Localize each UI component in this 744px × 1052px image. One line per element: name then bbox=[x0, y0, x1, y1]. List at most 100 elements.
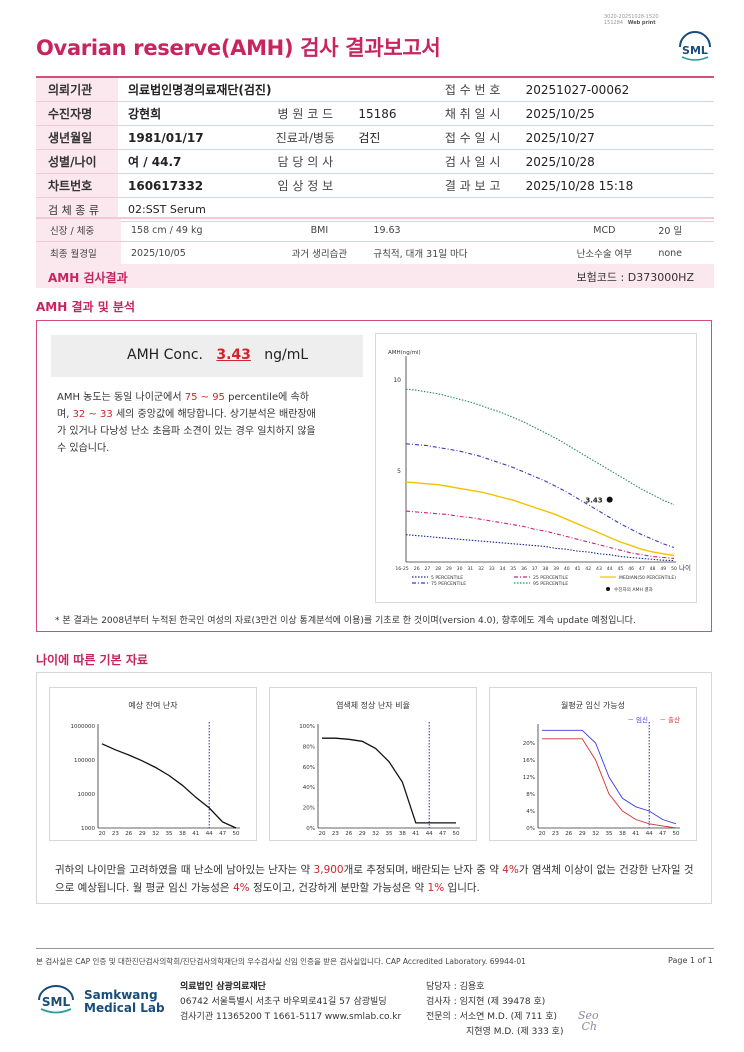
value-menstrual-history: 규칙적, 대개 31일 마다 bbox=[363, 241, 562, 265]
y-tick-label: 100% bbox=[299, 724, 315, 730]
y-tick-label: 0% bbox=[306, 826, 315, 832]
value-clinical-info bbox=[348, 173, 430, 198]
x-tick-label: 27 bbox=[425, 566, 431, 572]
legend-patient-label: 수진자의 AMH 결과 bbox=[614, 586, 654, 593]
lab-address: 의료법인 삼광의료재단 06742 서울특별시 서초구 바우뫼로41길 57 삼… bbox=[180, 982, 402, 1022]
x-tick-label: 26 bbox=[345, 831, 352, 837]
x-tick-label: 29 bbox=[139, 831, 146, 837]
x-tick-label: 45 bbox=[617, 566, 623, 572]
birth-pct: 1% bbox=[427, 882, 445, 894]
insurance-code: 보험코드 : D373000HZ bbox=[576, 271, 694, 284]
normal-egg-ratio-chart: 염색체 정상 난자 비율 100% 80% 60% 40% 20% 0% 20 23 26 29 32… bbox=[269, 687, 477, 841]
amh-conc-unit: ng/mL bbox=[264, 347, 309, 363]
x-tick-label: 46 bbox=[628, 566, 634, 572]
label-sex-age: 성별/나이 bbox=[36, 149, 118, 174]
report-meta: 3020-20251028-1520 151284 Web print bbox=[604, 14, 659, 26]
cap-accreditation: 본 검사실은 CAP 인증 및 대한진단검사의학회/진단검사의학재단의 우수검사… bbox=[36, 957, 526, 966]
signature: Seo Ch bbox=[578, 1009, 599, 1033]
value-mcd: 20 일 bbox=[648, 217, 714, 242]
x-tick-label: 29 bbox=[579, 831, 586, 837]
x-tick-label: 32 bbox=[152, 831, 159, 837]
x-tick-label: 35 bbox=[606, 831, 613, 837]
age-based-summary: 귀하의 나이만을 고려하였을 때 난소에 남아있는 난자는 약 3,900개로 … bbox=[55, 864, 694, 894]
label-department: 진료과/병동 bbox=[262, 125, 349, 150]
patient-amh-point bbox=[606, 496, 613, 503]
x-tick-label: 26 bbox=[125, 831, 132, 837]
y-tick-label: 10000 bbox=[78, 792, 96, 798]
x-tick-label: 34 bbox=[500, 566, 506, 572]
x-tick-label: 29 bbox=[359, 831, 366, 837]
x-tick-label: 29 bbox=[446, 566, 452, 572]
amh-percentile-chart-svg: AMH(ng/ml) 5 10 16-25 26 27 28 29 30 31 32 33 34 35 36… bbox=[388, 350, 691, 593]
y-tick-label: 100000 bbox=[74, 758, 95, 764]
series-line bbox=[542, 729, 677, 825]
value-department: 검진 bbox=[348, 125, 430, 150]
amh-conc-value: 3.43 bbox=[216, 347, 251, 363]
page-number: Page 1 of 1 bbox=[668, 956, 713, 965]
y-tick-label: 5 bbox=[397, 468, 401, 475]
analysis-panel: AMH Conc. 3.43 ng/mL AMH 농도는 동일 나이군에서 75… bbox=[36, 320, 712, 632]
amh-result-title: AMH 검사결과 bbox=[48, 271, 128, 285]
data-source-note: * 본 결과는 2008년부터 누적된 한국인 여성의 자료(3만건 이상 통계… bbox=[55, 616, 636, 626]
y-tick-label: 0% bbox=[526, 826, 535, 832]
value-accession-no: 20251027-00062 bbox=[515, 76, 714, 102]
x-tick-label: 30 bbox=[457, 566, 463, 572]
value-hospital-code: 15186 bbox=[348, 101, 430, 126]
x-tick-label: 47 bbox=[439, 831, 446, 837]
normal-egg-pct: 4% bbox=[502, 864, 519, 876]
amh-result-bar: AMH 검사결과 보험코드 : D373000HZ bbox=[36, 264, 714, 288]
label-birth-date: 생년월일 bbox=[36, 125, 118, 150]
x-tick-label: 23 bbox=[552, 831, 559, 837]
label-accession-no: 접 수 번 호 bbox=[429, 76, 516, 102]
x-tick-label: 41 bbox=[192, 831, 199, 837]
y-axis-label: AMH(ng/ml) bbox=[388, 350, 421, 356]
value-report-date: 2025/10/28 15:18 bbox=[515, 173, 714, 198]
value-bmi: 19.63 bbox=[363, 217, 562, 242]
label-received-date: 접 수 일 시 bbox=[429, 125, 516, 150]
x-tick-label: 47 bbox=[219, 831, 226, 837]
x-tick-label: 38 bbox=[542, 566, 548, 572]
x-tick-label: 44 bbox=[646, 831, 653, 837]
x-tick-label: 42 bbox=[585, 566, 591, 572]
legend-birth: － 출산 bbox=[659, 715, 680, 724]
x-tick-label: 39 bbox=[553, 566, 559, 572]
y-tick-label: 40% bbox=[303, 785, 315, 791]
y-tick-label: 80% bbox=[303, 744, 315, 750]
series-line bbox=[405, 388, 675, 506]
x-tick-label: 26 bbox=[565, 831, 572, 837]
x-tick-label: 40 bbox=[564, 566, 570, 572]
percentile-high: 95 bbox=[212, 392, 225, 403]
basic-section-title: 나이에 따른 기본 자료 bbox=[36, 653, 148, 667]
patient-amh-label: 3.43 bbox=[585, 497, 602, 505]
x-tick-label: 35 bbox=[386, 831, 393, 837]
equiv-age-low: 32 bbox=[72, 409, 86, 420]
x-tick-label: 35 bbox=[166, 831, 173, 837]
x-tick-label: 41 bbox=[575, 566, 581, 572]
x-tick-label: 41 bbox=[632, 831, 639, 837]
series-line bbox=[322, 737, 456, 824]
brand-name: Samkwang Medical Lab bbox=[84, 988, 165, 1015]
x-tick-label: 33 bbox=[489, 566, 495, 572]
x-tick-label: 16-25 bbox=[395, 566, 408, 572]
x-tick-label: 32 bbox=[372, 831, 379, 837]
x-tick-label: 20 bbox=[99, 831, 106, 837]
x-tick-label: 44 bbox=[206, 831, 213, 837]
y-tick-label: 20% bbox=[523, 741, 535, 747]
x-tick-label: 37 bbox=[532, 566, 538, 572]
series-line bbox=[542, 738, 677, 829]
label-bmi: BMI bbox=[276, 217, 364, 242]
label-collection-date: 채 취 일 시 bbox=[429, 101, 516, 126]
x-tick-label: 31 bbox=[467, 566, 473, 572]
label-patient-name: 수진자명 bbox=[36, 101, 118, 126]
equiv-age-high: 33 bbox=[100, 409, 113, 420]
svg-text:SML: SML bbox=[682, 44, 708, 57]
series-line bbox=[101, 743, 237, 829]
label-requesting-org: 의뢰기관 bbox=[36, 76, 118, 102]
y-tick-label: 4% bbox=[526, 809, 535, 815]
series-line bbox=[405, 510, 675, 559]
svg-text:SML: SML bbox=[42, 995, 71, 1009]
series-line bbox=[405, 481, 675, 557]
y-tick-label: 10 bbox=[393, 377, 401, 384]
x-tick-label: 41 bbox=[412, 831, 419, 837]
value-requesting-org: 의료법인명경의료재단(검진) bbox=[118, 76, 430, 102]
